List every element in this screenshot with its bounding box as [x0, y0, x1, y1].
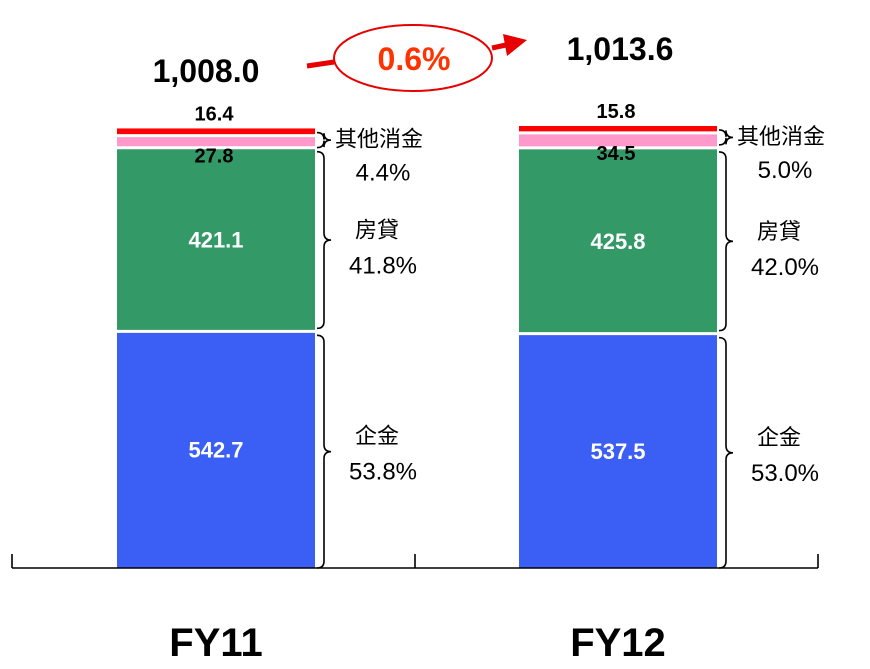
brace-corporate-fy12	[718, 336, 734, 569]
series-name-mortgage-fy12: 房貸	[757, 220, 801, 245]
share-label-other-consumer-fy11: 4.4%	[356, 159, 411, 186]
series-name-corporate-fy11: 企金	[355, 425, 399, 450]
share-label-mortgage-fy11: 41.8%	[349, 253, 417, 280]
bar-segment-fy12-0	[519, 333, 717, 568]
value-label-fy12-2: 34.5	[597, 143, 636, 165]
category-label-fy11: FY11	[169, 621, 262, 665]
value-label-fy11-2: 27.8	[195, 145, 234, 167]
share-label-other-consumer-fy12: 5.0%	[758, 157, 813, 184]
bar-segment-fy11-1	[117, 147, 315, 332]
bar-segment-fy12-3	[519, 126, 717, 133]
growth-arrow-shaft	[491, 42, 507, 51]
group-name-other-consumer-fy12: 其他消金	[737, 125, 825, 150]
labels-layer: 542.7 421.1 27.8 16.4 其他消金 4.4% 房貸 41.8% 企金 53.8%…	[153, 24, 825, 665]
bar-segment-fy12-2	[519, 132, 717, 148]
growth-arrow-tail	[306, 59, 335, 69]
share-label-corporate-fy12: 53.0%	[751, 460, 819, 487]
bar-segment-fy11-0	[117, 331, 315, 568]
brace-mortgage-fy12	[718, 151, 734, 332]
bar-segment-fy11-2	[117, 135, 315, 148]
group-name-other-consumer-fy11: 其他消金	[335, 127, 423, 152]
value-label-fy11-3: 16.4	[195, 103, 235, 125]
brace-other-consumer-fy11	[316, 131, 332, 149]
growth-ellipse	[333, 24, 493, 92]
growth-arrowhead	[503, 34, 527, 56]
total-label-fy12: 1,013.6	[567, 31, 674, 67]
value-label-fy12-0: 537.5	[590, 439, 645, 464]
series-name-mortgage-fy11: 房貸	[355, 219, 399, 244]
bar-segment-fy11-3	[117, 128, 315, 136]
x-axis	[11, 554, 819, 569]
growth-label: 0.6%	[378, 41, 451, 77]
value-label-fy11-0: 542.7	[188, 438, 243, 463]
share-label-corporate-fy11: 53.8%	[349, 459, 417, 486]
total-label-fy11: 1,008.0	[153, 53, 260, 89]
brace-corporate-fy11	[316, 334, 332, 569]
category-label-fy12: FY12	[570, 621, 666, 665]
brace-other-consumer-fy12	[718, 129, 734, 146]
share-label-mortgage-fy12: 42.0%	[751, 254, 819, 281]
series-name-corporate-fy12: 企金	[757, 426, 801, 451]
value-label-fy12-3: 15.8	[597, 101, 636, 123]
bar-segment-fy12-1	[519, 147, 717, 334]
value-label-fy11-1: 421.1	[188, 228, 243, 253]
bars-layer	[117, 126, 717, 568]
brace-mortgage-fy11	[316, 150, 332, 330]
value-label-fy12-1: 425.8	[590, 229, 645, 254]
